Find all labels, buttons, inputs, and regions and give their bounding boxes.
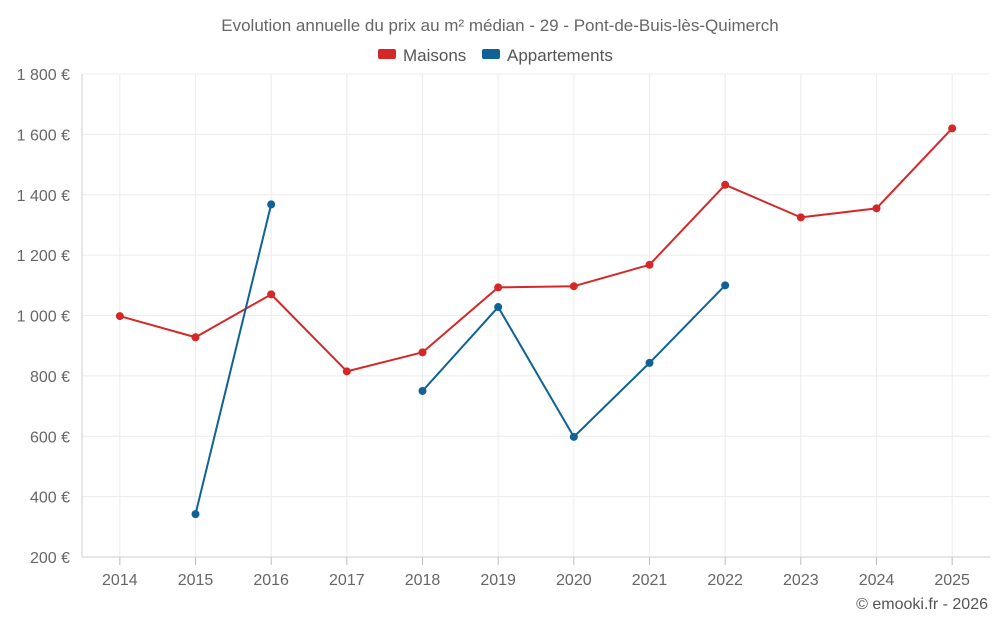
data-point-appartements[interactable]	[267, 200, 276, 209]
grid-lines	[82, 73, 990, 557]
y-tick-label: 400 €	[30, 490, 70, 507]
data-point-appartements[interactable]	[191, 510, 200, 519]
y-tick-label: 1 600 €	[17, 127, 70, 144]
data-point-appartements[interactable]	[494, 303, 503, 312]
x-tick-label: 2014	[102, 572, 138, 589]
x-tick-label: 2022	[707, 572, 743, 589]
data-point-maisons[interactable]	[115, 312, 124, 321]
data-point-maisons[interactable]	[191, 333, 200, 342]
data-point-maisons[interactable]	[418, 348, 427, 357]
x-tick-label: 2017	[329, 572, 365, 589]
series-group	[115, 124, 957, 519]
x-tick-label: 2021	[632, 572, 668, 589]
x-tick-label: 2016	[253, 572, 289, 589]
series-maisons	[115, 124, 957, 376]
data-point-maisons[interactable]	[796, 213, 805, 222]
x-tick-label: 2020	[556, 572, 592, 589]
x-tick-label: 2024	[859, 572, 895, 589]
data-point-maisons[interactable]	[267, 290, 276, 299]
data-point-appartements[interactable]	[569, 432, 578, 441]
chart-legend: Maisons Appartements	[378, 46, 613, 65]
x-tick-label: 2018	[405, 572, 441, 589]
legend-item-maisons[interactable]: Maisons	[378, 46, 466, 65]
x-tick-label: 2023	[783, 572, 819, 589]
series-line-appartements	[194, 204, 273, 515]
y-tick-label: 1 200 €	[17, 248, 70, 265]
data-point-maisons[interactable]	[872, 204, 881, 213]
series-appartements	[191, 200, 730, 519]
x-tick-label: 2019	[480, 572, 516, 589]
x-axis: 2014 2015 2016 2017 2018 2019 2020 2021 2022 2023…	[82, 556, 990, 589]
data-point-maisons[interactable]	[645, 260, 654, 269]
data-point-maisons[interactable]	[948, 124, 957, 133]
data-point-appartements[interactable]	[418, 386, 427, 395]
data-point-maisons[interactable]	[721, 180, 730, 189]
y-tick-label: 600 €	[30, 429, 70, 446]
y-tick-label: 1 800 €	[17, 67, 70, 84]
data-point-maisons[interactable]	[569, 282, 578, 291]
x-tick-label: 2015	[178, 572, 214, 589]
data-point-maisons[interactable]	[494, 283, 503, 292]
credit-text: © emooki.fr - 2026	[856, 596, 988, 613]
y-tick-label: 800 €	[30, 369, 70, 386]
y-tick-label: 200 €	[30, 550, 70, 567]
chart-title: Evolution annuelle du prix au m² médian …	[221, 16, 778, 35]
series-line-maisons	[119, 127, 953, 373]
legend-label-maisons: Maisons	[403, 46, 466, 65]
data-point-maisons[interactable]	[342, 367, 351, 376]
legend-label-appartements: Appartements	[507, 46, 613, 65]
y-tick-label: 1 400 €	[17, 188, 70, 205]
y-tick-label: 1 000 €	[17, 309, 70, 326]
data-point-appartements[interactable]	[721, 281, 730, 290]
x-tick-label: 2025	[934, 572, 970, 589]
data-point-appartements[interactable]	[645, 358, 654, 367]
legend-swatch-maisons	[378, 49, 396, 59]
legend-item-appartements[interactable]: Appartements	[482, 46, 613, 65]
legend-swatch-appartements	[482, 49, 500, 59]
y-axis: 200 € 400 € 600 € 800 € 1 000 € 1 200 € 1 400 …	[17, 67, 83, 567]
